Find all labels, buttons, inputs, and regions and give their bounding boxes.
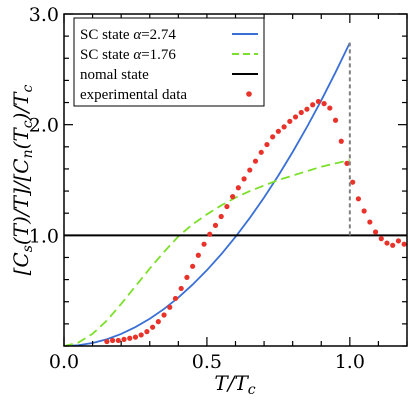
experimental-data-point: [350, 179, 356, 185]
experimental-data-point: [138, 332, 144, 338]
experimental-data-point: [195, 252, 201, 258]
experimental-data-point: [344, 160, 350, 166]
experimental-data-point: [207, 231, 213, 237]
experimental-data-point: [132, 334, 139, 340]
series-line-1: [64, 159, 351, 346]
experimental-data-point: [144, 329, 150, 335]
series-line-0: [64, 42, 351, 346]
experimental-data-point: [361, 208, 367, 214]
experimental-data-point: [241, 176, 247, 182]
experimental-data-point: [224, 203, 230, 210]
experimental-data-point: [401, 241, 407, 247]
experimental-data-point: [235, 185, 241, 191]
experimental-data-point: [304, 106, 310, 112]
experimental-data-point: [178, 285, 184, 292]
experimental-data-point: [201, 241, 207, 247]
experimental-data-point: [155, 319, 161, 325]
experimental-data-point: [212, 222, 219, 228]
x-axis-label: T/Tc: [214, 371, 255, 398]
experimental-data-point: [127, 335, 133, 341]
experimental-data-point: [287, 118, 293, 124]
legend-label: SC state α=1.76: [80, 47, 176, 63]
experimental-data-point: [310, 102, 316, 108]
y-tick-label: 1.0: [29, 225, 59, 247]
y-tick-label: 2.0: [29, 115, 59, 137]
experimental-data-point: [121, 336, 127, 342]
experimental-data-point: [332, 117, 339, 123]
experimental-data-point: [378, 236, 384, 242]
experimental-data-point: [292, 114, 299, 120]
experimental-data-point: [327, 105, 333, 111]
experimental-data-point: [275, 128, 281, 134]
experimental-data-point: [390, 242, 396, 248]
experimental-data-point: [321, 101, 327, 107]
experimental-data-point: [270, 134, 276, 140]
experimental-data-point: [218, 213, 224, 220]
experimental-data-point: [315, 98, 321, 105]
legend-label: experimental data: [80, 87, 187, 103]
experimental-data-point: [104, 338, 110, 345]
experimental-data-point: [355, 196, 362, 202]
experimental-data-point: [372, 229, 379, 235]
legend-marker: [246, 91, 252, 97]
experimental-data-point: [298, 109, 304, 116]
experimental-data-point: [264, 141, 270, 148]
experimental-data-point: [190, 263, 196, 269]
experimental-data-point: [172, 295, 179, 302]
experimental-data-point: [230, 194, 236, 200]
experimental-data-point: [252, 158, 259, 164]
y-axis-label: [Cs(T)/T]/[Cn(Tc)/Tc: [9, 84, 36, 275]
experimental-data-point: [115, 337, 121, 344]
experimental-data-point: [247, 167, 253, 173]
x-tick-label: 1.0: [335, 351, 365, 373]
x-tick-label: 0.0: [49, 351, 79, 373]
experimental-data-point: [367, 219, 373, 225]
experimental-data-point: [395, 238, 402, 244]
experimental-data-point: [338, 138, 344, 144]
legend-label: nomal state: [80, 67, 149, 83]
experimental-data-point: [167, 304, 173, 310]
experimental-data-point: [161, 312, 167, 318]
x-tick-label: 0.5: [192, 351, 222, 373]
experimental-data-point: [109, 337, 116, 344]
experimental-data-point: [258, 149, 264, 155]
legend-box: [73, 17, 265, 107]
legend-label: SC state α=2.74: [80, 27, 176, 43]
experimental-data-point: [281, 124, 287, 130]
experimental-data-point: [384, 240, 390, 246]
experimental-data-point: [150, 324, 156, 330]
y-tick-label: 3.0: [29, 4, 59, 26]
experimental-data-point: [184, 274, 190, 280]
